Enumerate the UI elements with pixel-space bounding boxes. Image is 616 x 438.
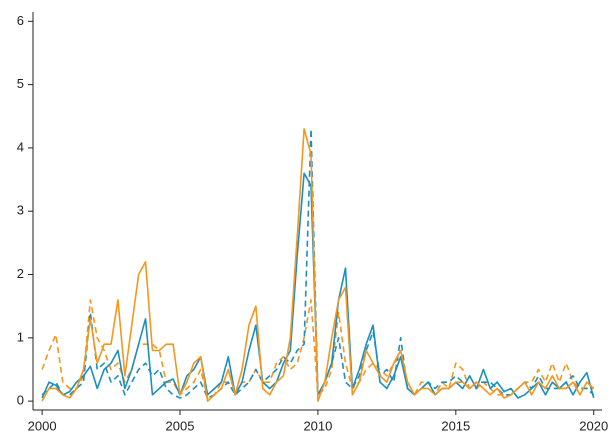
series-line: [41, 128, 595, 399]
x-tick-label: 2000: [28, 418, 57, 433]
x-tick-label: 2020: [579, 418, 608, 433]
series-line: [41, 128, 595, 402]
y-tick-label: 5: [17, 76, 24, 91]
y-tick-label: 0: [17, 393, 24, 408]
y-tick-label: 1: [17, 329, 24, 344]
x-tick-label: 2005: [166, 418, 195, 433]
y-tick-label: 3: [17, 203, 24, 218]
y-tick-label: 4: [17, 139, 24, 154]
y-tick-label: 6: [17, 13, 24, 28]
x-tick-label: 2010: [303, 418, 332, 433]
y-tick-label: 2: [17, 266, 24, 281]
x-tick-label: 2015: [441, 418, 470, 433]
